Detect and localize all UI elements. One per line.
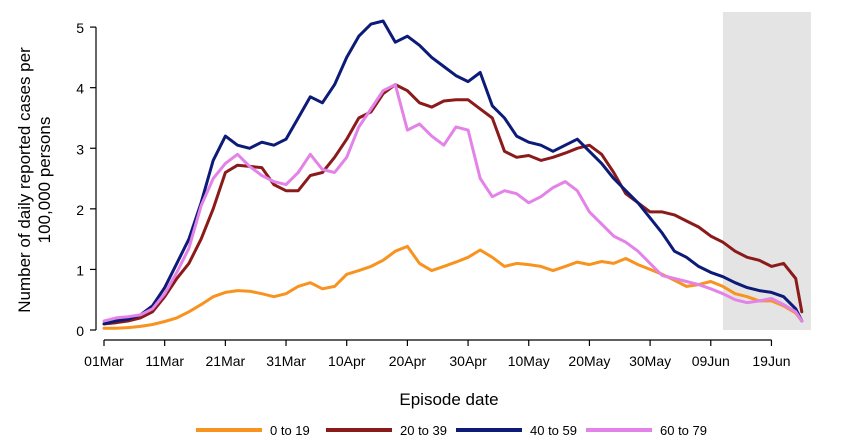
legend-label-40-to-59: 40 to 59	[530, 423, 577, 438]
legend-label-0-to-19: 0 to 19	[270, 423, 310, 438]
x-tick-label: 10May	[508, 353, 550, 369]
y-axis-title-line-1: Number of daily reported cases per	[15, 47, 34, 313]
x-tick-label: 01Mar	[84, 353, 124, 369]
x-tick-label: 21Mar	[206, 353, 246, 369]
y-tick-label: 0	[76, 323, 84, 339]
x-tick-label: 20Apr	[389, 353, 427, 369]
series-layer	[102, 19, 804, 330]
x-axis-title: Episode date	[399, 390, 498, 409]
y-tick-label: 4	[76, 81, 84, 97]
x-tick-label: 20May	[568, 353, 610, 369]
x-ticks: 01Mar 11Mar 21Mar 31Mar 10Apr 20Apr 30Apr 10May…	[84, 340, 791, 369]
legend: 0 to 19 20 to 39 40 to 59 60 to 79	[196, 423, 707, 438]
x-tick-label: 19Jun	[752, 353, 790, 369]
series-line-60-to-79	[102, 83, 804, 323]
x-tick-label: 10Apr	[328, 353, 366, 369]
x-tick-label: 30Apr	[449, 353, 487, 369]
x-tick-label: 11Mar	[145, 353, 184, 369]
series-line-40-to-59	[102, 19, 804, 326]
y-tick-label: 2	[76, 202, 84, 218]
x-tick-label: 31Mar	[266, 353, 306, 369]
legend-label-20-to-39: 20 to 39	[400, 423, 447, 438]
series-line-20-to-39	[102, 83, 804, 326]
x-tick-label: 09Jun	[692, 353, 730, 369]
y-axis-title-line-2: 100,000 persons	[35, 117, 54, 244]
legend-label-60-to-79: 60 to 79	[660, 423, 707, 438]
series-line-0-to-19	[102, 244, 804, 330]
y-tick-label: 1	[76, 262, 84, 278]
x-tick-label: 30May	[629, 353, 671, 369]
y-tick-label: 3	[76, 141, 84, 157]
y-tick-label: 5	[76, 20, 84, 36]
y-ticks: 0 1 2 3 4 5	[76, 20, 96, 339]
